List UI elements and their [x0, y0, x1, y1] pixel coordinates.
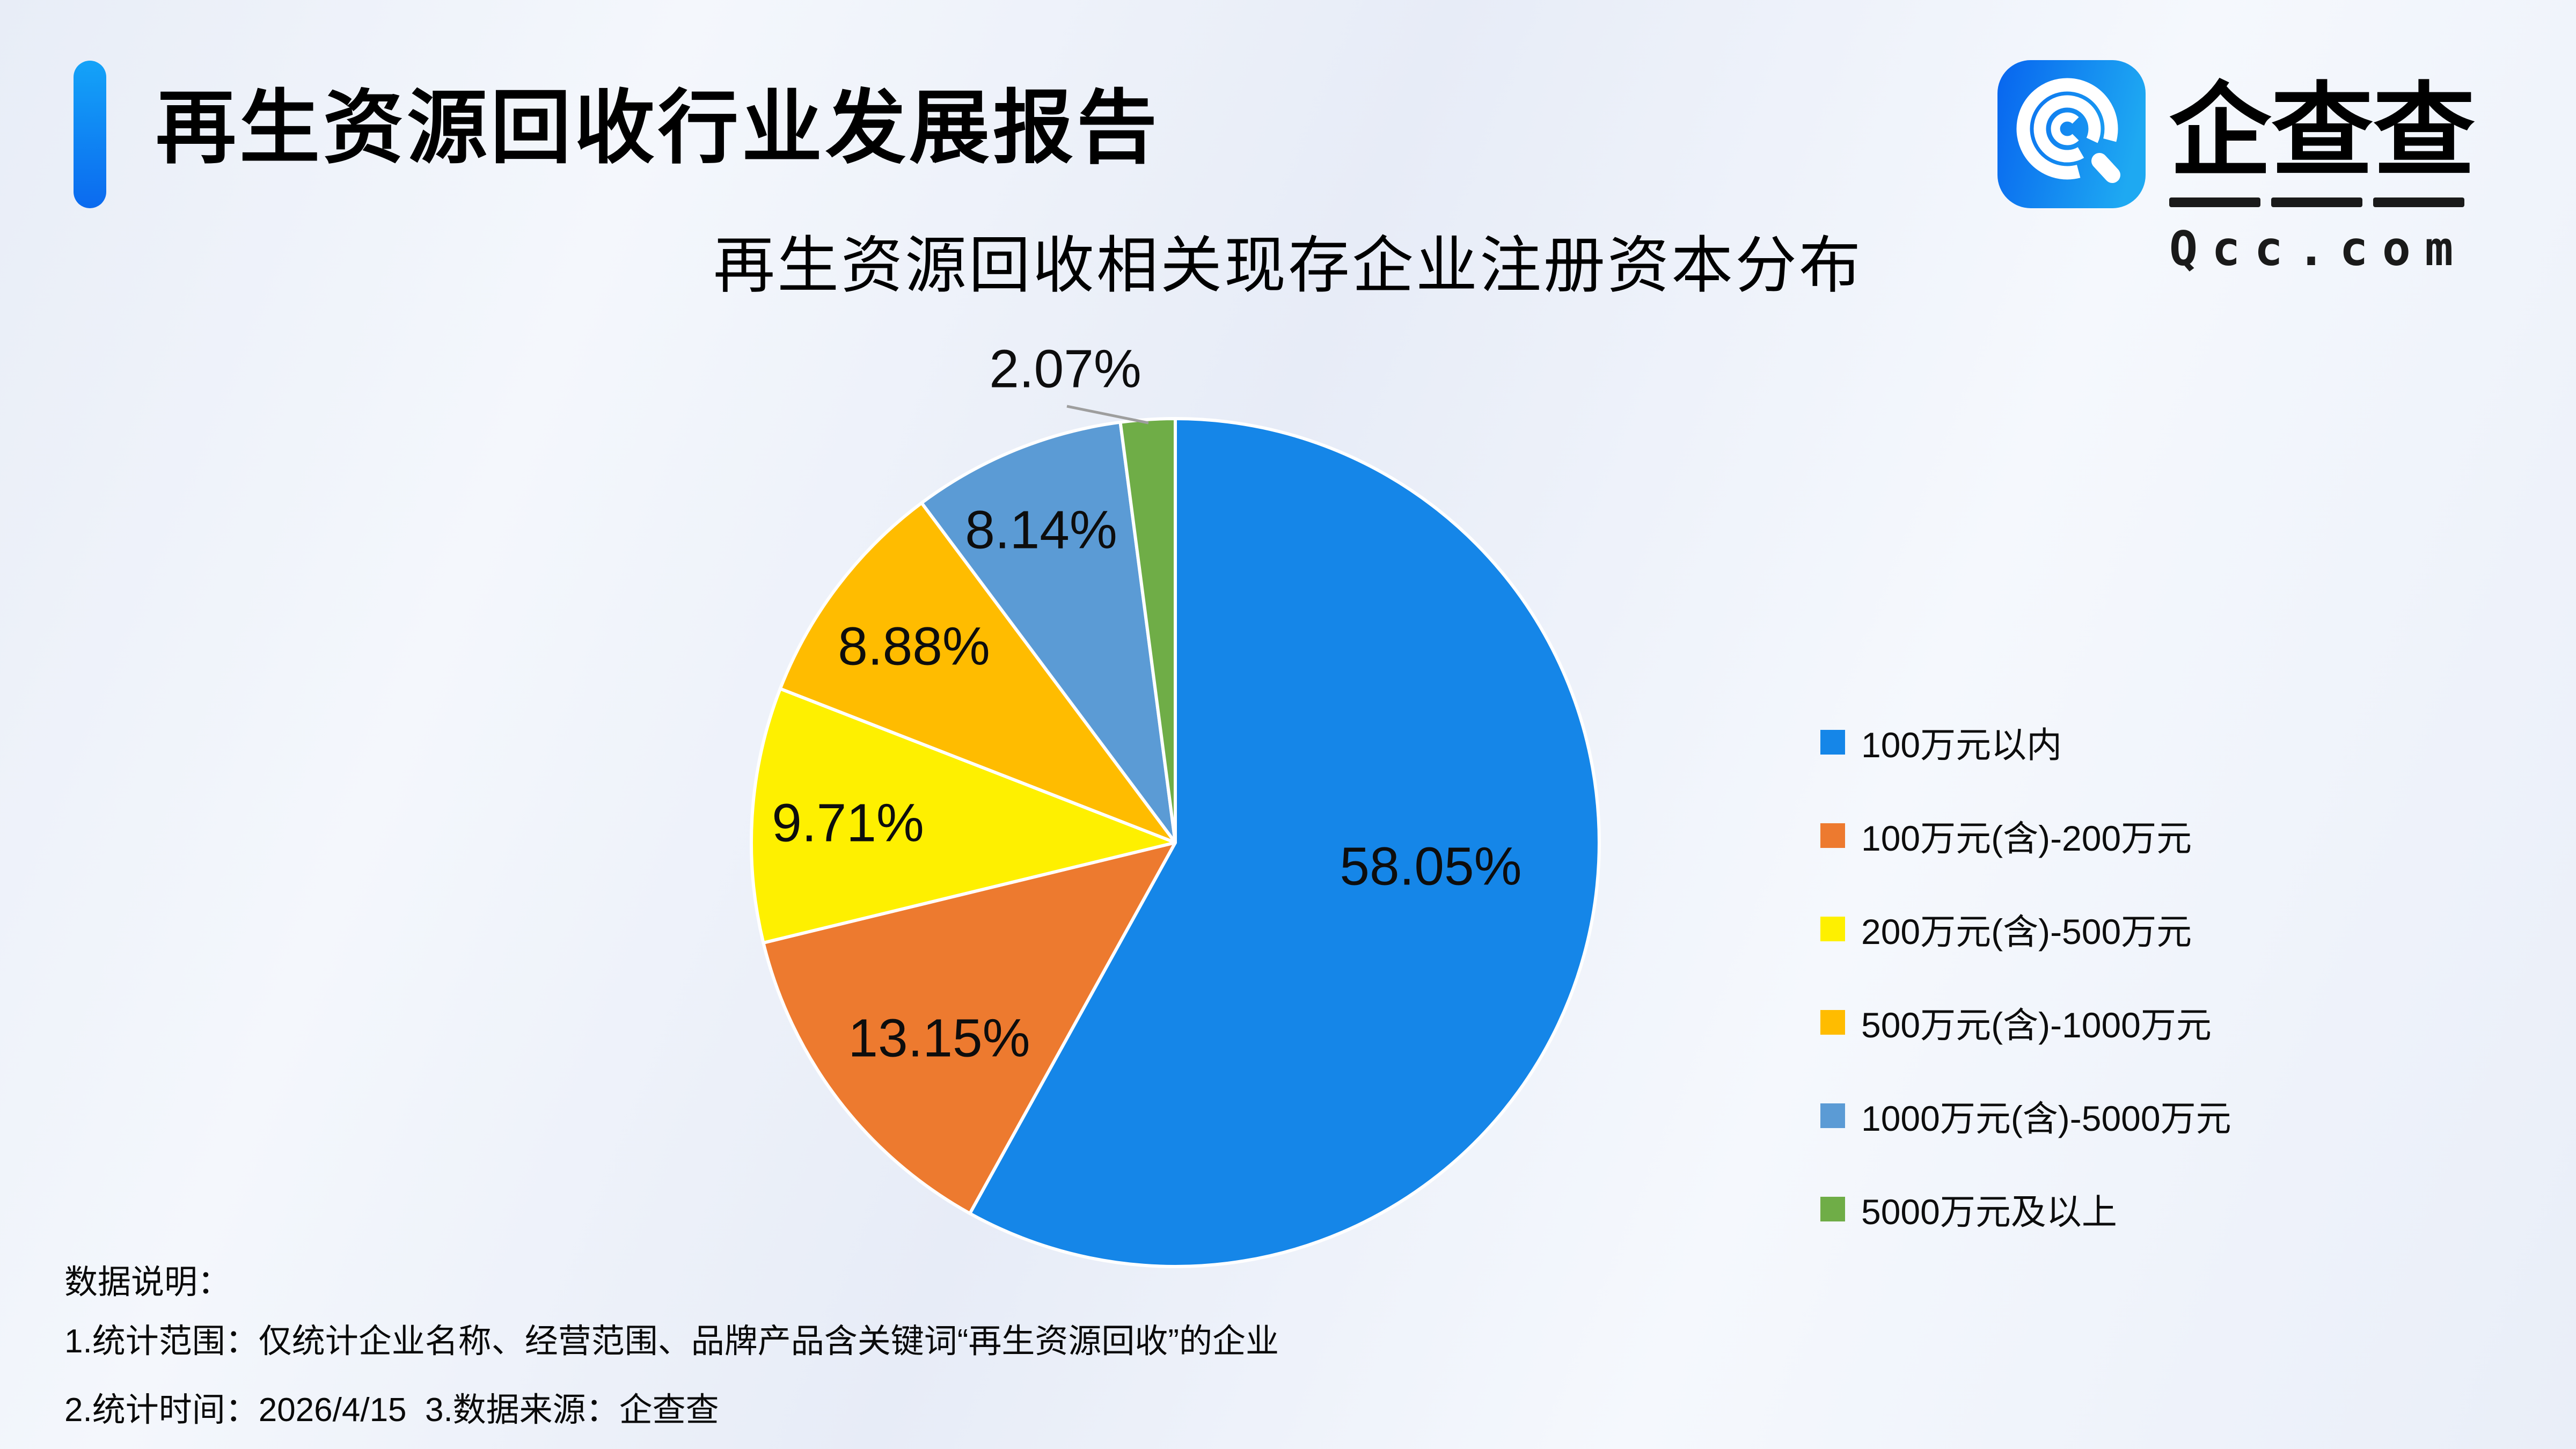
pie-slice-2 [749, 687, 1177, 945]
legend-item-2: 200万元(含)-500万元 [1820, 882, 2231, 976]
title-accent-bar [74, 61, 106, 208]
legend-swatch-5 [1820, 1197, 1845, 1221]
legend-label-2: 200万元(含)-500万元 [1861, 912, 2192, 952]
pie-slice-4 [920, 420, 1177, 844]
legend-label-3: 500万元(含)-1000万元 [1861, 1005, 2212, 1045]
notes-line-date-source: 2.统计时间：2026/4/15 3.数据来源：企查查 [64, 1392, 719, 1429]
pie-slice-1 [762, 841, 1177, 1216]
slice-label-2: 9.71% [772, 793, 924, 853]
legend-swatch-0 [1820, 730, 1845, 755]
legend-label-1: 100万元(含)-200万元 [1861, 818, 2192, 858]
slice-label-5: 2.07% [989, 339, 1141, 399]
legend-swatch-4 [1820, 1103, 1845, 1128]
notes-line-scope: 1.统计范围：仅统计企业名称、经营范围、品牌产品含关键词“再生资源回收”的企业 [64, 1323, 1279, 1360]
chart-title: 再生资源回收相关现存企业注册资本分布 [713, 231, 1863, 300]
legend-label-0: 100万元以内 [1861, 725, 2062, 765]
legend-item-5: 5000万元及以上 [1820, 1162, 2231, 1256]
notes-heading: 数据说明： [64, 1264, 231, 1301]
qcc-logo-name: 企查查 [2169, 75, 2476, 188]
qcc-logo-domain: Qcc.com [2169, 221, 2468, 276]
slice-label-3: 8.88% [838, 616, 990, 677]
pie-slice-0 [968, 417, 1601, 1268]
pie-slice-3 [778, 501, 1177, 844]
legend-item-0: 100万元以内 [1820, 696, 2231, 789]
qcc-logo-underline [2169, 197, 2480, 207]
legend-swatch-3 [1820, 1010, 1845, 1035]
qcc-logo-icon [1997, 60, 2146, 208]
slice-label-4: 8.14% [965, 500, 1117, 560]
chart-legend: 100万元以内 100万元(含)-200万元 200万元(含)-500万元 500万元… [1820, 696, 2231, 1256]
page-title: 再生资源回收行业发展报告 [156, 83, 1161, 173]
legend-label-4: 1000万元(含)-5000万元 [1861, 1099, 2231, 1138]
legend-item-1: 100万元(含)-200万元 [1820, 789, 2231, 882]
legend-swatch-2 [1820, 917, 1845, 941]
label-leader-line [1066, 405, 1149, 425]
legend-item-3: 500万元(含)-1000万元 [1820, 976, 2231, 1069]
qcc-logo-text: 企查查 Qcc.com [2169, 80, 2480, 276]
pie-slice-5 [1118, 417, 1177, 844]
slice-label-1: 13.15% [848, 1008, 1030, 1069]
legend-item-4: 1000万元(含)-5000万元 [1820, 1069, 2231, 1162]
legend-swatch-1 [1820, 823, 1845, 848]
legend-label-5: 5000万元及以上 [1861, 1192, 2117, 1232]
slice-label-0: 58.05% [1340, 836, 1522, 897]
